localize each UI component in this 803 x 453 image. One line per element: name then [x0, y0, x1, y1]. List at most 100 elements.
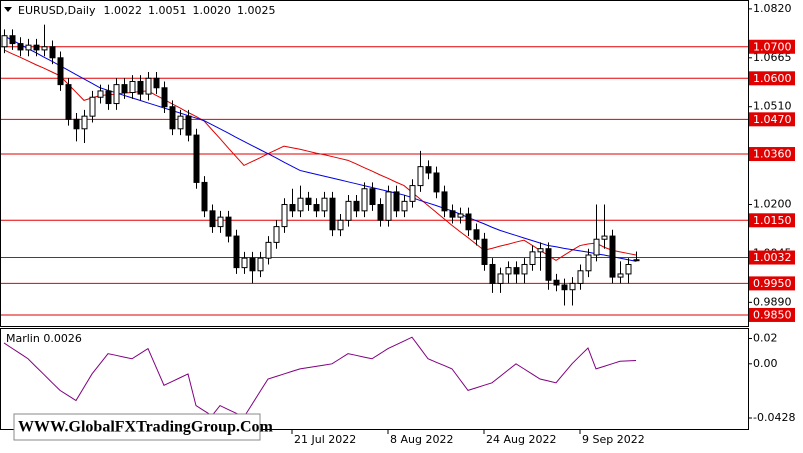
candle-body [89, 96, 96, 117]
candle-body [273, 226, 280, 243]
y-tick-label: 1.0200 [753, 198, 792, 211]
candle-body [153, 77, 160, 89]
y-tick-label: 0.9890 [753, 295, 792, 308]
candle-body [217, 216, 224, 228]
x-tick-label: 9 Sep 2022 [582, 433, 645, 446]
candle-body [489, 263, 496, 284]
candle-body [177, 115, 184, 130]
candle-body [225, 216, 232, 237]
level-label: 1.0700 [753, 40, 792, 53]
level-label-box [749, 307, 795, 322]
y-tick-label: 1.0820 [753, 2, 792, 15]
indicator-panel-frame [0, 328, 749, 430]
candle-body [281, 204, 288, 228]
candle-body [457, 213, 464, 218]
level-label: 1.0360 [753, 148, 792, 161]
candle-body [561, 284, 568, 291]
candle-body [601, 235, 608, 240]
candle-body [9, 35, 16, 45]
candle-body [65, 84, 72, 120]
x-tick-label: 8 Aug 2022 [390, 433, 453, 446]
candle-body [465, 213, 472, 231]
candle-body [321, 197, 328, 212]
candle-body [41, 46, 48, 51]
x-tick-label: 21 Jul 2022 [294, 433, 356, 446]
candle-body [481, 238, 488, 265]
candle-body [625, 263, 632, 275]
y-tick-label: -0.0428 [753, 411, 795, 424]
candle-body [401, 200, 408, 212]
candle-body [377, 204, 384, 221]
level-label: 0.9950 [753, 277, 792, 290]
candle-body [529, 251, 536, 265]
level-label: 1.0600 [753, 72, 792, 85]
candle-body [97, 90, 104, 98]
candle-body [1, 35, 8, 48]
candle-body [569, 282, 576, 291]
candle-body [497, 273, 504, 284]
y-tick-label: 1.0665 [753, 51, 792, 64]
close-value: 1.0025 [237, 4, 276, 17]
candle-body [433, 172, 440, 193]
x-tick-label: 24 Aug 2022 [486, 433, 556, 446]
candle-body [545, 248, 552, 281]
candle-body [105, 90, 112, 105]
candle-body [161, 87, 168, 108]
main-panel-frame [0, 0, 749, 327]
candle-body [633, 259, 640, 262]
candle-body [289, 204, 296, 212]
candle-body [441, 191, 448, 212]
candle-body [257, 257, 264, 272]
candle-body [609, 235, 616, 278]
y-tick-label: 0.02 [753, 331, 778, 344]
candle-body [137, 80, 144, 95]
candle-body [585, 254, 592, 272]
candle-body [353, 200, 360, 212]
level-label: 1.0150 [753, 214, 792, 227]
candle-body [49, 46, 56, 59]
candle-body [417, 166, 424, 187]
watermark-box [13, 413, 261, 441]
candle-body [449, 210, 456, 218]
level-label: 0.9850 [753, 308, 792, 321]
menu-triangle [4, 7, 12, 12]
candle-body [249, 257, 256, 272]
candle-body [361, 188, 368, 212]
candle-body [513, 267, 520, 275]
level-label-box [749, 276, 795, 291]
candle-body [537, 248, 544, 253]
candle-body [145, 77, 152, 95]
candle-body [337, 219, 344, 231]
candle-body [201, 181, 208, 212]
candle-body [265, 241, 272, 259]
header: EURUSD,Daily 1.0022 1.0051 1.0020 1.0025 [18, 4, 275, 17]
candle-body [385, 191, 392, 221]
level-label-box [749, 147, 795, 162]
candle-body [57, 57, 64, 86]
candle-body [17, 43, 24, 51]
level-label-box [749, 112, 795, 127]
low-value: 1.0020 [192, 4, 231, 17]
candle-body [73, 118, 80, 130]
candle-body [313, 204, 320, 212]
symbol: EURUSD,Daily [18, 4, 96, 17]
candle-body [521, 263, 528, 275]
candle-body [393, 191, 400, 212]
candle-body [113, 84, 120, 105]
candle-body [409, 185, 416, 202]
level-label: 1.0470 [753, 113, 792, 126]
level-label-box [749, 213, 795, 228]
candle-body [81, 115, 88, 130]
candle-body [185, 115, 192, 136]
candle-body [25, 44, 32, 51]
candle-body [369, 188, 376, 206]
watermark: WWW.GlobalFXTradingGroup.Com [18, 419, 274, 436]
candle-body [121, 84, 128, 94]
candle-body [473, 229, 480, 240]
candle-body [577, 270, 584, 284]
candle-body [425, 166, 432, 174]
level-label-box [749, 39, 795, 54]
indicator-title: Marlin 0.0026 [6, 332, 82, 345]
